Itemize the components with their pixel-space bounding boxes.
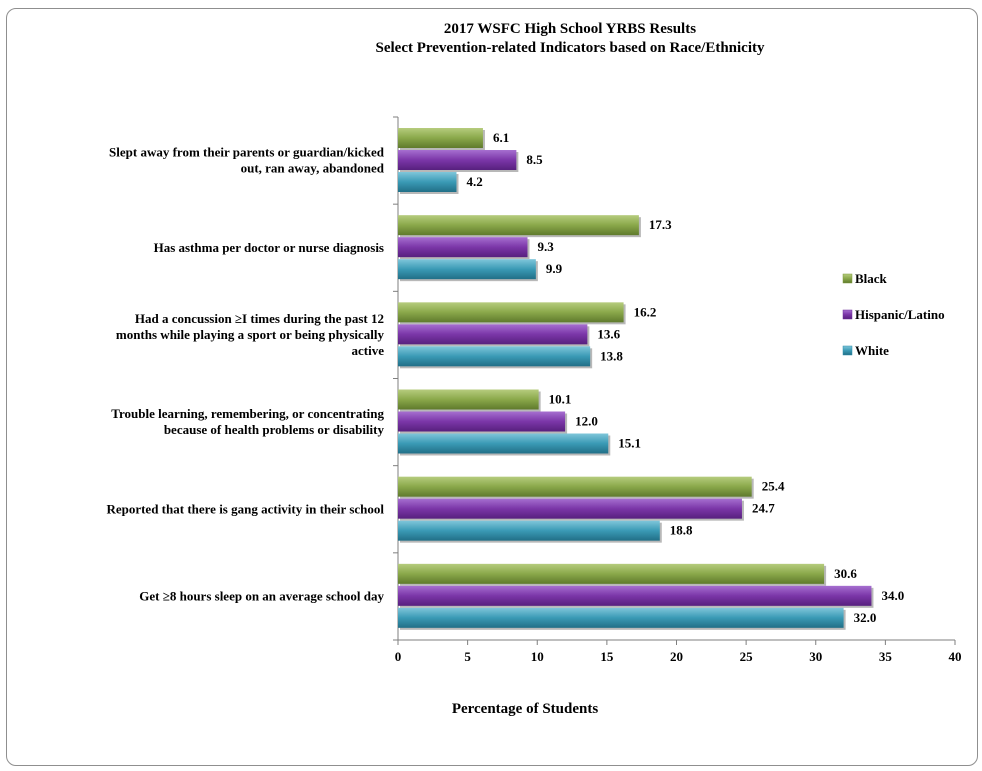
bar-hispanic-latino	[398, 411, 566, 432]
data-label: 12.0	[575, 414, 598, 429]
x-tick-labels: 0 5 10 15 20 25 30 35 40	[395, 649, 962, 664]
data-label: 8.5	[526, 152, 543, 167]
data-label: 10.1	[549, 392, 572, 407]
bar-white	[398, 520, 660, 541]
data-label: 6.1	[493, 130, 509, 145]
category-label: Reported that there is gang activity in …	[106, 501, 384, 516]
legend-label: Black	[855, 271, 888, 286]
x-tick-label: 40	[949, 649, 962, 664]
data-label: 24.7	[752, 501, 775, 516]
category-label: Has asthma per doctor or nurse diagnosis	[154, 240, 384, 255]
category-label: Get ≥8 hours sleep on an average school …	[139, 588, 384, 603]
data-label: 30.6	[834, 566, 857, 581]
x-tick-label: 5	[464, 649, 471, 664]
x-tick-label: 15	[600, 649, 614, 664]
data-label: 34.0	[881, 588, 904, 603]
category-label: Slept away from their parents or guardia…	[109, 145, 385, 160]
bar-hispanic-latino	[398, 585, 872, 606]
data-label: 15.1	[618, 436, 641, 451]
legend-label: White	[855, 343, 889, 358]
legend-swatch	[842, 345, 853, 356]
data-label: 25.4	[762, 479, 785, 494]
bar-black	[398, 563, 825, 584]
value-labels: 6.1 8.5 4.2 17.3 9.3 9.9 16.2 13.6 13.8 10.112.0 1…	[466, 130, 904, 625]
bar-white	[398, 346, 591, 367]
category-label: months while playing a sport or being ph…	[116, 327, 385, 342]
x-axis-label: Percentage of Students	[452, 701, 599, 717]
data-label: 16.2	[634, 304, 657, 319]
x-tick-label: 10	[531, 649, 544, 664]
data-label: 18.8	[670, 523, 693, 538]
category-label: active	[352, 343, 385, 358]
bar-white	[398, 607, 844, 628]
data-label: 9.3	[538, 239, 555, 254]
chart-title: 2017 WSFC High School YRBS Results	[444, 21, 696, 37]
axes	[393, 116, 956, 645]
x-tick-label: 35	[879, 649, 893, 664]
category-label: Trouble learning, remembering, or concen…	[111, 406, 384, 421]
bar-black	[398, 476, 752, 497]
bar-black	[398, 389, 539, 410]
legend-label: Hispanic/Latino	[855, 307, 945, 322]
x-tick-label: 0	[395, 649, 402, 664]
category-label: out, ran away, abandoned	[241, 161, 385, 176]
data-label: 32.0	[854, 610, 877, 625]
bar-black	[398, 302, 624, 323]
data-label: 13.6	[597, 326, 620, 341]
category-label: Had a concussion ≥I times during the pas…	[135, 311, 384, 326]
data-label: 17.3	[649, 217, 672, 232]
data-label: 13.8	[600, 348, 623, 363]
bar-white	[398, 259, 536, 280]
bar-hispanic-latino	[398, 237, 528, 258]
legend: Black Hispanic/Latino White	[842, 271, 945, 358]
data-label: 4.2	[466, 174, 482, 189]
category-labels: Slept away from their parents or guardia…	[106, 145, 384, 604]
category-label: because of health problems or disability	[164, 422, 385, 437]
chart-subtitle: Select Prevention-related Indicators bas…	[376, 40, 765, 56]
bar-white	[398, 433, 609, 454]
x-tick-label: 25	[740, 649, 754, 664]
data-label: 9.9	[546, 261, 563, 276]
bar-black	[398, 128, 483, 148]
legend-swatch	[842, 273, 853, 284]
bar-hispanic-latino	[398, 150, 517, 170]
bar-white	[398, 172, 457, 192]
legend-swatch	[842, 309, 853, 320]
bar-hispanic-latino	[398, 498, 742, 519]
x-tick-label: 20	[670, 649, 683, 664]
bar-black	[398, 215, 639, 236]
x-tick-label: 30	[809, 649, 822, 664]
bars	[398, 128, 874, 630]
bar-hispanic-latino	[398, 324, 588, 345]
